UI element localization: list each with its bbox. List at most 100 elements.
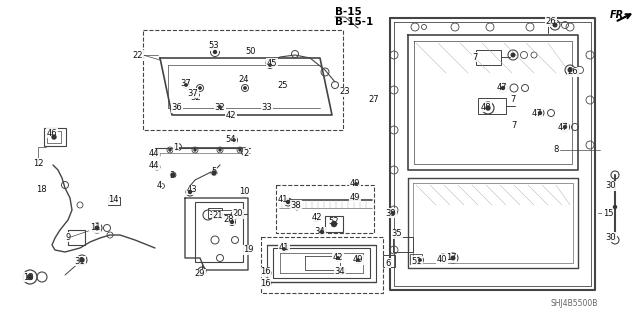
Bar (208, 208, 222, 218)
Text: 4: 4 (156, 182, 162, 190)
Circle shape (230, 220, 234, 224)
Text: 26: 26 (568, 68, 579, 77)
Circle shape (269, 64, 271, 66)
Text: 12: 12 (33, 159, 44, 167)
Text: 46: 46 (47, 129, 58, 137)
Text: 18: 18 (36, 184, 46, 194)
Text: 42: 42 (312, 213, 323, 222)
Text: 3: 3 (170, 170, 175, 180)
Circle shape (614, 205, 616, 209)
Text: 51: 51 (412, 256, 422, 265)
Circle shape (52, 135, 56, 139)
Text: FR.: FR. (610, 10, 628, 20)
Circle shape (239, 149, 241, 151)
Circle shape (332, 221, 337, 226)
Text: SHJ4B5500B: SHJ4B5500B (550, 299, 598, 308)
Circle shape (214, 50, 216, 54)
Text: 10: 10 (239, 188, 249, 197)
Circle shape (219, 149, 221, 151)
Text: 44: 44 (148, 160, 159, 169)
Text: 50: 50 (246, 48, 256, 56)
Text: 19: 19 (243, 246, 253, 255)
Circle shape (355, 183, 357, 185)
Text: 8: 8 (554, 145, 559, 153)
Circle shape (169, 149, 171, 151)
Circle shape (321, 231, 323, 234)
Bar (143, 30, 343, 130)
Text: 2: 2 (243, 149, 248, 158)
Text: 33: 33 (262, 103, 273, 113)
Circle shape (171, 173, 175, 177)
Bar (212, 210, 242, 218)
Text: 11: 11 (90, 224, 100, 233)
Circle shape (80, 258, 84, 262)
Circle shape (392, 211, 394, 214)
Text: 16: 16 (260, 278, 270, 287)
Bar (410, 254, 422, 264)
Bar (44, 128, 66, 146)
Text: 49: 49 (349, 180, 360, 189)
Bar (476, 50, 501, 65)
Text: 22: 22 (132, 50, 143, 60)
Text: 47: 47 (497, 84, 508, 93)
Text: 30: 30 (605, 233, 616, 241)
Circle shape (199, 87, 201, 89)
Text: 5: 5 (211, 167, 216, 176)
Circle shape (95, 226, 99, 230)
Text: 40: 40 (436, 255, 447, 263)
Circle shape (502, 86, 504, 90)
Text: 6: 6 (385, 258, 390, 268)
Circle shape (486, 106, 490, 110)
Text: 38: 38 (291, 201, 301, 210)
Text: 53: 53 (209, 41, 220, 50)
Text: 23: 23 (340, 87, 350, 97)
Bar (47, 131, 61, 143)
Circle shape (28, 275, 33, 279)
Text: 20: 20 (233, 210, 243, 219)
Bar (478, 98, 506, 114)
Circle shape (233, 139, 236, 141)
Circle shape (185, 84, 187, 86)
Circle shape (189, 190, 191, 194)
Circle shape (419, 259, 421, 261)
Text: B-15: B-15 (335, 7, 362, 17)
Text: 7: 7 (472, 53, 477, 62)
Circle shape (194, 149, 196, 151)
Text: 34: 34 (335, 266, 346, 276)
Text: 16: 16 (260, 268, 270, 277)
Text: 52: 52 (329, 218, 339, 226)
Bar (261, 237, 383, 293)
Text: 43: 43 (187, 186, 197, 195)
Text: 29: 29 (195, 270, 205, 278)
Bar (325, 216, 343, 232)
Text: 37: 37 (180, 79, 191, 88)
Text: 34: 34 (315, 227, 325, 236)
Text: 35: 35 (392, 229, 403, 239)
Circle shape (511, 53, 515, 57)
Text: 25: 25 (278, 80, 288, 90)
Bar (276, 185, 374, 233)
Text: 7: 7 (511, 122, 516, 130)
Text: 26: 26 (546, 18, 556, 26)
Circle shape (538, 112, 541, 115)
Bar (383, 255, 395, 267)
Circle shape (357, 259, 359, 261)
Text: 17: 17 (445, 254, 456, 263)
Text: 21: 21 (212, 211, 223, 220)
Text: 31: 31 (75, 256, 85, 265)
Text: 13: 13 (22, 272, 33, 281)
Text: 7: 7 (510, 95, 516, 105)
Text: 49: 49 (349, 192, 360, 202)
Circle shape (337, 257, 339, 259)
Text: 48: 48 (481, 102, 492, 112)
Bar (393, 237, 413, 252)
Circle shape (219, 106, 221, 108)
Circle shape (212, 171, 216, 175)
Text: 15: 15 (603, 209, 613, 218)
Text: 24: 24 (239, 75, 249, 84)
Text: 39: 39 (386, 209, 396, 218)
Text: B-15-1: B-15-1 (335, 17, 373, 27)
Text: 32: 32 (191, 93, 202, 101)
Circle shape (553, 23, 557, 27)
Circle shape (287, 201, 289, 204)
